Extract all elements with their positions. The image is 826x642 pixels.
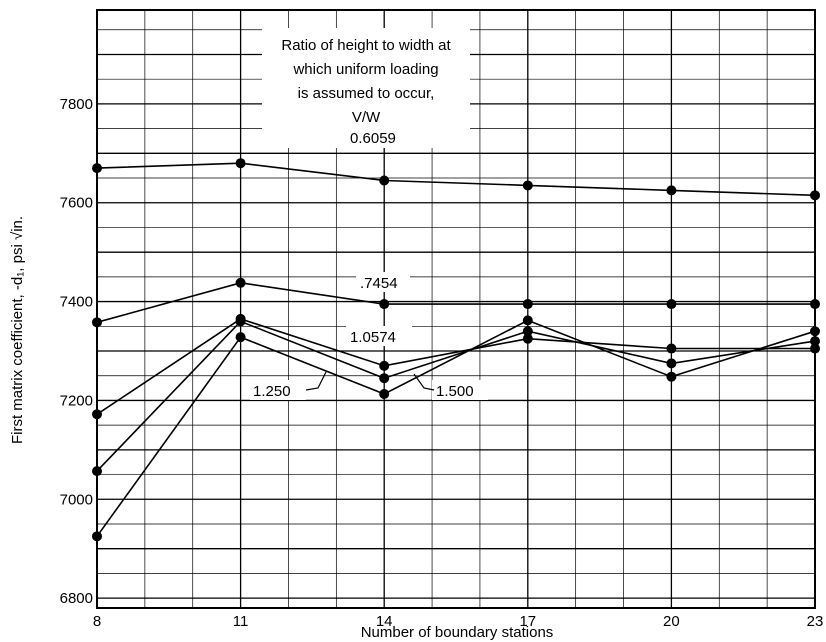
data-point-0-7454 [379, 299, 390, 310]
label-bg-1-250 [250, 380, 306, 400]
data-point-1-500 [379, 389, 390, 400]
x-axis-label: Number of boundary stations [361, 624, 554, 641]
label-bg-1-500 [432, 380, 488, 400]
x-tick-label: 8 [93, 613, 101, 630]
data-point-1-0574 [522, 333, 533, 344]
series-line-0-6059 [96, 162, 816, 197]
x-tick-label: 23 [807, 613, 824, 630]
tick-labels: 8 11 14 17 20 23 6800 7000 7200 7400 7600 7800 [60, 96, 824, 630]
data-point-1-250 [522, 326, 533, 337]
series-line-0-7454 [96, 281, 815, 324]
series-label-0-6059: 0.6059 [350, 130, 396, 147]
data-point-0-7454 [810, 299, 820, 310]
label-bg-1-0574 [346, 326, 412, 346]
data-point-1-0574 [666, 343, 677, 354]
data-point-1-250 [379, 373, 390, 384]
data-point-0-7454 [235, 277, 246, 288]
y-tick-label: 7200 [60, 392, 93, 409]
y-axis-label: First matrix coefficient, -d₁, psi √in. [9, 216, 26, 444]
y-tick-label: 7000 [60, 491, 93, 508]
data-point-1-500 [522, 315, 533, 326]
label-bg-0-6059 [346, 127, 412, 147]
x-tick-label: 20 [663, 613, 680, 630]
series-label-1-250: 1.250 [253, 383, 291, 400]
legend-title-line-1: Ratio of height to width at [281, 37, 451, 54]
data-point-0-7454 [666, 299, 677, 310]
y-tick-label: 7400 [60, 294, 93, 311]
legend-title: Ratio of height to width at which unifor… [281, 37, 451, 126]
legend-title-line-2: which uniform loading [292, 61, 438, 78]
label-bg-7454 [356, 272, 410, 292]
series-line-1-0574 [96, 318, 815, 415]
data-point-0-6059 [522, 180, 533, 191]
data-point-1-250 [810, 336, 820, 347]
data-point-1-500 [666, 371, 677, 382]
data-point-0-6059 [379, 175, 390, 186]
series-layer [92, 158, 820, 542]
y-tick-label: 7600 [60, 195, 93, 212]
y-tick-label: 7800 [60, 96, 93, 113]
y-tick-label: 6800 [60, 590, 93, 607]
data-point-1-500 [810, 326, 820, 337]
legend-title-line-3: is assumed to occur, [298, 85, 435, 102]
legend-title-line-4: V/W [352, 109, 381, 126]
data-point-1-0574 [810, 343, 820, 354]
leader-line-1-250 [305, 371, 327, 391]
x-tick-label: 11 [233, 613, 249, 630]
data-point-1-0574 [379, 360, 390, 371]
data-point-1-0574 [92, 409, 102, 420]
data-point-0-6059 [92, 163, 102, 174]
data-point-0-6059 [235, 158, 246, 169]
data-point-1-250 [235, 316, 246, 327]
leader-line-1-500 [413, 373, 435, 391]
data-point-1-500 [92, 531, 102, 542]
series-line-1-500 [96, 319, 816, 537]
series-label-1-0574: 1.0574 [350, 329, 396, 346]
series-line-1-250 [96, 320, 816, 472]
x-tick-label: 14 [376, 613, 393, 630]
data-point-1-500 [235, 332, 246, 343]
data-point-1-250 [666, 358, 677, 369]
data-point-0-7454 [522, 299, 533, 310]
x-tick-label: 17 [519, 613, 536, 630]
data-point-0-6059 [810, 190, 820, 201]
data-point-0-7454 [92, 317, 102, 328]
series-label-7454: .7454 [360, 275, 398, 292]
data-point-1-250 [92, 466, 102, 477]
data-point-0-6059 [666, 185, 677, 196]
series-label-1-500: 1.500 [436, 383, 474, 400]
